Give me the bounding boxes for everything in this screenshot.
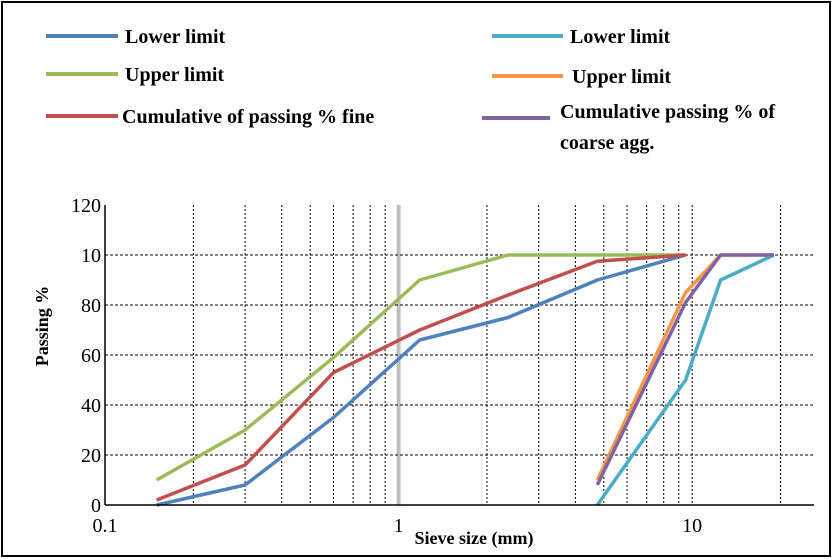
legend-item-coarse-upper: Upper limit — [492, 66, 671, 88]
series-line-coarse-upper — [595, 253, 774, 481]
series-line-coarse-lower — [595, 253, 775, 507]
legend-label-fine-lower: Lower limit — [125, 26, 226, 48]
series-line-fine-upper — [155, 253, 686, 482]
series-line-fine-lower — [156, 253, 687, 507]
legend-label-coarse-cumulative-line2: coarse agg. — [560, 132, 654, 154]
legend-item-fine-lower: Lower limit — [46, 26, 226, 48]
x-axis-title: Sieve size (mm) — [415, 528, 534, 549]
legend-label-fine-upper: Upper limit — [125, 64, 224, 86]
y-tick-label: 0 — [91, 495, 101, 517]
legend-item-coarse-cumulative: Cumulative passing % of coarse agg. — [482, 101, 775, 154]
tick-labels: 0 20 40 60 80 10 120 0.1 1 10 — [71, 195, 702, 537]
legend-item-fine-upper: Upper limit — [46, 64, 224, 86]
x-tick-label: 0.1 — [93, 515, 118, 537]
legend-item-fine-cumulative: Cumulative of passing % fine — [46, 106, 374, 128]
x-tick-label: 10 — [682, 515, 702, 537]
y-axis-title: Passing % — [32, 286, 52, 367]
y-tick-label: 120 — [71, 195, 101, 217]
axes — [104, 205, 814, 506]
y-tick-label: 40 — [81, 395, 101, 417]
y-tick-label: 80 — [81, 295, 101, 317]
series-line-coarse-cumulative — [595, 253, 774, 486]
legend-label-coarse-lower: Lower limit — [570, 26, 671, 48]
legend-item-coarse-lower: Lower limit — [492, 26, 671, 48]
series-group — [155, 253, 775, 507]
series-line-fine-cumulative — [156, 253, 686, 502]
y-tick-label: 10 — [81, 245, 101, 267]
legend-label-fine-cumulative: Cumulative of passing % fine — [122, 106, 374, 128]
legend-label-coarse-cumulative: Cumulative passing % of — [560, 101, 775, 123]
y-tick-label: 20 — [81, 445, 101, 467]
grid — [105, 205, 814, 505]
y-tick-label: 60 — [81, 345, 101, 367]
x-tick-label: 1 — [394, 515, 404, 537]
legend-label-coarse-upper: Upper limit — [572, 66, 671, 88]
legend: Lower limit Upper limit Cumulative of pa… — [46, 26, 775, 154]
